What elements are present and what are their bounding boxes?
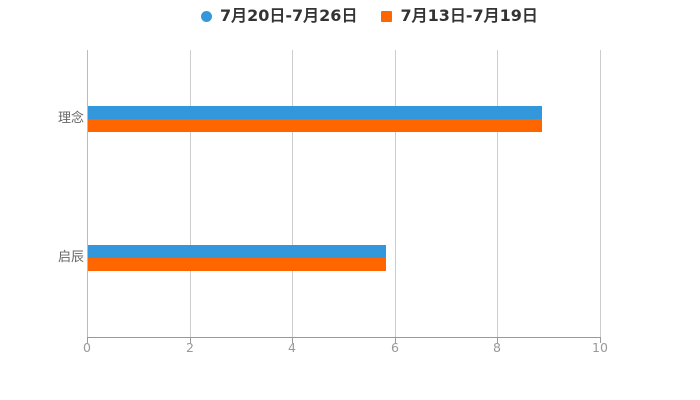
legend-marker-square-icon: [381, 10, 393, 22]
gridline: [190, 50, 191, 337]
x-axis-tick: [600, 338, 601, 343]
x-axis-tick-label: 0: [83, 340, 91, 355]
bar-7月20日-7月26日-启辰[interactable]: [88, 245, 386, 258]
bar-7月13日-7月19日-理念[interactable]: [88, 119, 542, 132]
x-axis-line: [87, 337, 601, 338]
bar-7月20日-7月26日-理念[interactable]: [88, 106, 542, 119]
legend-label-week2: 7月20日-7月26日: [220, 6, 358, 25]
x-axis-tick-label: 4: [288, 340, 296, 355]
x-axis-tick: [395, 338, 396, 343]
gridline: [600, 50, 601, 337]
gridline: [497, 50, 498, 337]
chart-legend: 7月20日-7月26日 7月13日-7月19日: [201, 6, 538, 26]
legend-label-week1: 7月13日-7月19日: [400, 6, 538, 25]
legend-item-week2[interactable]: 7月20日-7月26日: [201, 6, 357, 26]
y-axis-line: [87, 50, 88, 337]
x-axis-tick: [190, 338, 191, 343]
category-label: 启辰: [57, 250, 84, 265]
x-axis-tick-label: 2: [186, 340, 194, 355]
gridline: [395, 50, 396, 337]
legend-item-week1[interactable]: 7月13日-7月19日: [381, 6, 538, 26]
x-axis-tick-label: 8: [493, 340, 501, 355]
x-axis-tick: [292, 338, 293, 343]
x-axis-tick: [497, 338, 498, 343]
x-axis-tick-label: 10: [592, 340, 608, 355]
category-label: 理念: [57, 111, 84, 126]
legend-marker-circle-icon: [201, 10, 212, 22]
x-axis-tick-label: 6: [391, 340, 399, 355]
gridline: [292, 50, 293, 337]
bar-7月13日-7月19日-启辰[interactable]: [88, 258, 386, 271]
x-axis-tick: [87, 338, 88, 343]
